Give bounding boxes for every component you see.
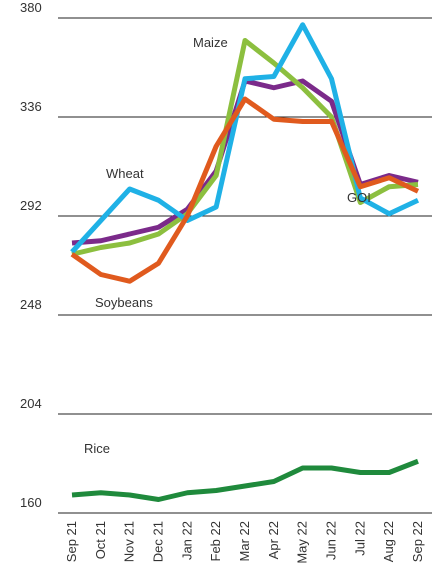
x-tick-label: Oct 21 [93, 521, 108, 559]
x-tick-label: Jun 22 [324, 521, 339, 560]
series-line [71, 78, 419, 246]
series-line [71, 458, 419, 502]
x-tick-label: Sep 21 [64, 521, 79, 562]
y-tick-label: 204 [20, 396, 42, 411]
y-tick-label: 292 [20, 198, 42, 213]
x-tick-label: Jul 22 [352, 521, 367, 556]
series-label: Wheat [106, 166, 144, 181]
y-tick-label: 160 [20, 495, 42, 510]
x-tick-label: Aug 22 [381, 521, 396, 562]
x-tick-label: Sep 22 [410, 521, 425, 562]
x-tick-label: Jan 22 [179, 521, 194, 560]
x-tick-label: Apr 22 [266, 521, 281, 559]
y-tick-label: 336 [20, 99, 42, 114]
y-tick-label: 380 [20, 0, 42, 15]
series-line [70, 96, 420, 284]
series-line [71, 38, 419, 257]
series-label: GOI [347, 190, 371, 205]
series-label: Rice [84, 441, 110, 456]
x-tick-label: Mar 22 [237, 521, 252, 561]
series-label: Soybeans [95, 295, 153, 310]
x-tick-label: Feb 22 [208, 521, 223, 561]
series-label: Maize [193, 35, 228, 50]
x-tick-label: Nov 21 [122, 521, 137, 562]
series-line [70, 22, 420, 254]
x-tick-label: May 22 [295, 521, 310, 564]
y-tick-label: 248 [20, 297, 42, 312]
x-tick-label: Dec 21 [151, 521, 166, 562]
